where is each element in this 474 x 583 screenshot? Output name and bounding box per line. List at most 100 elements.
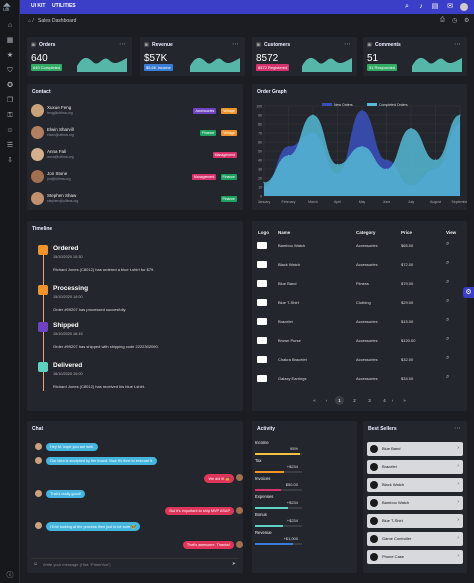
activity-progress [255,489,281,491]
timeline-date: 15/10/2020 10:30 [53,255,83,259]
stat-badge: 8572 Registered [256,64,290,71]
config-gear-icon[interactable]: ⚙ [463,287,474,298]
best-seller-name: Bracelet [382,464,397,469]
contact-row[interactable]: Anna Fali anna@ultima.org Management [31,146,237,166]
mail-icon[interactable]: ✉ [447,3,453,10]
product-price: $32.00 [401,357,414,362]
more-icon[interactable]: ⋯ [232,41,239,48]
lock-icon[interactable]: ⚿ [7,112,13,119]
best-seller-item[interactable]: Blue Band › [367,442,463,456]
activity-value: 95% [289,446,298,451]
product-icon [370,535,378,543]
prev-page-icon[interactable]: ‹ [325,398,328,403]
contact-tag: Vintage [221,108,237,114]
stat-title: Orders [39,42,56,48]
home-icon[interactable]: ⌂ [7,22,13,29]
search-icon[interactable]: ⌕ [446,241,450,247]
page-button[interactable]: 4 [383,398,386,403]
star-icon[interactable]: ★ [6,52,14,59]
product-icon [370,553,378,561]
search-icon[interactable]: ⌕ [446,355,450,361]
chat-message: We did it! 🤠 [204,474,234,483]
bell-icon[interactable]: ♪ [419,3,423,10]
help-icon[interactable]: ⓘ [6,572,14,579]
settings-icon[interactable]: ⚙ [464,18,470,24]
activity-value: +$234 [286,500,298,505]
calendar-icon[interactable]: ▤ [431,3,439,10]
shield-icon[interactable]: ⛉ [7,67,13,74]
best-seller-item[interactable]: Game Controller › [367,532,463,546]
chevron-right-icon: › [457,463,459,469]
activity-progress [255,543,293,545]
more-icon[interactable]: ⋯ [454,425,461,432]
activity-title: Activity [257,426,276,432]
next-page-icon[interactable]: › [391,398,394,403]
activity-value: +$234 [286,518,298,523]
activity-label: Invoices [255,476,271,481]
bookmark-icon[interactable]: ⎙ [440,17,445,23]
more-icon[interactable]: ⋯ [344,41,351,48]
contact-row[interactable]: Stephen Shaw stephen@ultima.org Finance [31,190,237,210]
product-category: Accessories [356,376,378,381]
product-price: $120.00 [401,338,416,343]
best-seller-item[interactable]: Bamboo Watch › [367,496,463,510]
contact-row[interactable]: Elwin Sharvill elwin@ultima.org Vintage Fin… [31,124,237,144]
data-point [434,159,437,161]
contact-row[interactable]: Jon Stone jon@ultima.org Finance Management [31,168,237,188]
col-logo: Logo [258,230,269,235]
home-icon[interactable]: ⌂ / [28,18,34,24]
more-icon[interactable]: ⋯ [454,41,461,48]
menu-utilities[interactable]: UTILITIES [52,3,76,9]
best-seller-item[interactable]: Phone Case › [367,550,463,564]
legend-label: New Orders [334,103,353,107]
col-price[interactable]: Price [401,230,413,235]
table-row: Brown Purse Accessories $120.00 ⌕ [252,331,466,350]
send-icon[interactable]: ➤ [231,561,236,567]
search-icon[interactable]: ⌕ [446,279,450,285]
timeline-marker-icon [38,322,48,332]
copy-icon[interactable]: ❐ [6,97,14,104]
first-page-icon[interactable]: « [313,398,316,403]
product-icon [370,445,378,453]
menu-ui-kit[interactable]: UI KIT [31,3,46,9]
activity-card: Activity [252,421,357,573]
product-thumbnail [257,261,267,268]
table-row: Blue T-Shirt Clothing $29.00 ⌕ [252,293,466,312]
best-seller-item[interactable]: Bracelet › [367,460,463,474]
product-name: Chakra Bracelet [278,357,307,362]
search-icon[interactable]: ⌕ [446,336,450,342]
user-icon[interactable]: ☺ [6,127,14,134]
activity-label: Expenses [255,494,274,499]
compass-icon[interactable]: ✪ [7,82,13,89]
page-button[interactable]: 3 [368,398,371,403]
last-page-icon[interactable]: » [403,398,406,403]
table-row: Galaxy Earrings Accessories $34.00 ⌕ [252,369,466,388]
chat-input[interactable]: Write your message (Hint: 'PrimeVue') [43,562,111,567]
page-button[interactable]: 2 [353,398,356,403]
avatar[interactable] [460,3,468,11]
page-button[interactable]: 1 [335,396,344,405]
app-logo[interactable]: ◢◣ ulti [3,2,11,13]
emoji-icon[interactable]: ☺ [33,561,39,567]
y-tick-label: 40 [258,159,262,163]
col-name[interactable]: Name [278,230,291,235]
x-tick-label: September [451,200,467,204]
list-icon[interactable]: ☰ [6,142,14,149]
contact-row[interactable]: Xuxue Feng feng@ultima.org Vintage Accessor… [31,102,237,122]
clock-icon[interactable]: ◷ [452,18,458,24]
search-icon[interactable]: ⌕ [446,298,450,304]
search-icon[interactable]: ⌕ [405,3,409,10]
best-seller-item[interactable]: Black Watch › [367,478,463,492]
activity-value: +$1,000 [283,536,298,541]
best-seller-item[interactable]: Blue T-Shirt › [367,514,463,528]
product-name: Bracelet [278,319,293,324]
col-category[interactable]: Category [356,230,376,235]
chevron-right-icon: › [457,499,459,505]
more-icon[interactable]: ⋯ [119,41,126,48]
download-icon[interactable]: ⇩ [7,157,13,164]
search-icon[interactable]: ⌕ [446,374,450,380]
grid-icon[interactable]: ▦ [6,37,14,44]
search-icon[interactable]: ⌕ [446,260,450,266]
x-tick-label: July [408,200,414,204]
search-icon[interactable]: ⌕ [446,317,450,323]
